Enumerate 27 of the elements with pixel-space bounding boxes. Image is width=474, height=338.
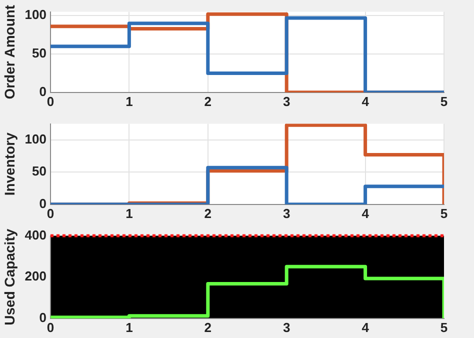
- x-tick-label: 2: [204, 206, 212, 221]
- x-tick-label: 2: [204, 94, 212, 109]
- x-tick-label: 4: [362, 94, 370, 109]
- y-tick-label: 0: [39, 310, 46, 325]
- y-tick-label: 100: [24, 7, 46, 22]
- x-tick-label: 3: [282, 94, 290, 109]
- x-tick-label: 2: [204, 320, 212, 335]
- y-tick-label: 50: [32, 164, 46, 179]
- y-axis-title: Inventory: [1, 132, 18, 196]
- y-tick-label: 200: [24, 268, 46, 284]
- y-tick-label: 50: [32, 46, 46, 61]
- x-tick-label: 4: [362, 320, 370, 335]
- x-tick-label: 3: [282, 320, 290, 335]
- x-tick-label: 1: [126, 206, 133, 221]
- y-tick-label: 400: [24, 227, 46, 242]
- x-tick-label: 5: [440, 94, 448, 109]
- y-axis-title: Used Capacity: [1, 228, 18, 326]
- x-tick-label: 4: [362, 206, 370, 221]
- y-axis-title: Order Amount: [1, 4, 18, 100]
- y-tick-label: 100: [24, 132, 46, 146]
- y-tick-label: 0: [39, 196, 46, 211]
- x-tick-label: 1: [126, 320, 133, 335]
- x-tick-label: 3: [282, 206, 290, 221]
- y-tick-label: 0: [39, 84, 46, 99]
- x-tick-label: 5: [440, 206, 448, 221]
- x-tick-label: 1: [126, 94, 133, 109]
- x-tick-label: 5: [440, 320, 448, 335]
